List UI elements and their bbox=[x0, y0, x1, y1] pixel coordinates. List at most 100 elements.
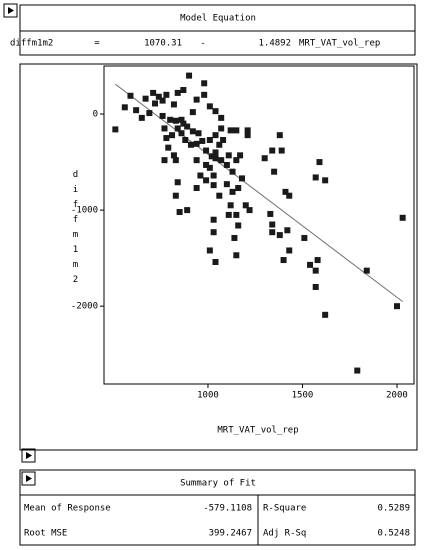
point bbox=[189, 109, 196, 116]
point bbox=[138, 114, 145, 121]
point bbox=[150, 89, 157, 96]
point bbox=[218, 125, 225, 132]
point bbox=[210, 182, 217, 189]
point bbox=[229, 188, 236, 195]
disclosure-toggle[interactable] bbox=[3, 3, 18, 18]
point bbox=[223, 181, 230, 188]
point bbox=[218, 157, 225, 164]
point bbox=[282, 188, 289, 195]
point bbox=[127, 92, 134, 99]
point bbox=[174, 89, 181, 96]
plot-frame bbox=[19, 63, 418, 451]
point bbox=[316, 159, 323, 166]
point bbox=[225, 211, 232, 218]
point bbox=[212, 258, 219, 265]
point bbox=[233, 252, 240, 259]
point bbox=[159, 112, 166, 119]
disclosure-toggle[interactable] bbox=[21, 471, 36, 486]
point bbox=[322, 177, 329, 184]
point bbox=[210, 229, 217, 236]
point bbox=[195, 130, 202, 137]
point bbox=[301, 234, 308, 241]
point bbox=[159, 97, 166, 104]
point bbox=[133, 107, 140, 114]
point bbox=[206, 103, 213, 110]
point bbox=[169, 132, 176, 139]
point bbox=[193, 157, 200, 164]
point bbox=[322, 311, 329, 318]
point bbox=[203, 161, 210, 168]
stat-value: -579.1108 bbox=[203, 504, 252, 514]
point bbox=[212, 149, 219, 156]
equation-equals: = bbox=[94, 39, 100, 49]
point bbox=[172, 192, 179, 199]
point bbox=[165, 144, 172, 151]
x-axis-label: MRT_VAT_vol_rep bbox=[217, 426, 298, 436]
equation-slope: 1.4892 bbox=[258, 39, 291, 49]
toggle-arrow[interactable] bbox=[26, 475, 32, 482]
point bbox=[155, 93, 162, 100]
point bbox=[269, 221, 276, 228]
point bbox=[112, 126, 119, 133]
point bbox=[393, 303, 400, 310]
point bbox=[189, 128, 196, 135]
point bbox=[271, 168, 278, 175]
point bbox=[197, 172, 204, 179]
stat-name: Mean of Response bbox=[24, 504, 111, 514]
point bbox=[312, 174, 319, 181]
point bbox=[161, 157, 168, 164]
point bbox=[220, 136, 227, 143]
equation-intercept: 1070.31 bbox=[144, 39, 182, 49]
x-tick-label: 1500 bbox=[292, 391, 314, 401]
point bbox=[233, 127, 240, 134]
point bbox=[201, 91, 208, 98]
plot-area bbox=[103, 65, 415, 385]
point bbox=[280, 257, 287, 264]
toggle-box[interactable] bbox=[3, 3, 18, 18]
point bbox=[314, 257, 321, 264]
disclosure-toggle[interactable] bbox=[21, 448, 36, 463]
point bbox=[286, 192, 293, 199]
stat-name: Root MSE bbox=[24, 529, 67, 539]
point bbox=[182, 136, 189, 143]
toggle-box[interactable] bbox=[21, 471, 36, 486]
toggle-arrow[interactable] bbox=[8, 7, 14, 14]
point bbox=[172, 117, 179, 124]
point bbox=[267, 210, 274, 217]
point bbox=[233, 157, 240, 164]
point bbox=[193, 185, 200, 192]
y-tick-label: 0 bbox=[93, 110, 98, 120]
point bbox=[167, 116, 174, 123]
point bbox=[229, 168, 236, 175]
point bbox=[170, 152, 177, 159]
point bbox=[212, 132, 219, 139]
point bbox=[193, 140, 200, 147]
point bbox=[312, 267, 319, 274]
stat-name: R-Square bbox=[263, 504, 306, 514]
point bbox=[278, 147, 285, 154]
point bbox=[363, 267, 370, 274]
point bbox=[186, 72, 193, 79]
toggle-box[interactable] bbox=[21, 448, 36, 463]
point bbox=[269, 229, 276, 236]
point bbox=[180, 87, 187, 94]
point bbox=[121, 104, 128, 111]
point bbox=[235, 185, 242, 192]
point bbox=[170, 101, 177, 108]
point bbox=[223, 161, 230, 168]
toggle-arrow[interactable] bbox=[26, 452, 32, 459]
point bbox=[206, 164, 213, 171]
point bbox=[163, 135, 170, 142]
point bbox=[276, 232, 283, 239]
point bbox=[312, 283, 319, 290]
point bbox=[269, 147, 276, 154]
point bbox=[242, 202, 249, 209]
fit-line bbox=[115, 83, 403, 303]
point bbox=[199, 137, 206, 144]
point bbox=[178, 130, 185, 137]
summary-panel bbox=[19, 469, 416, 546]
point bbox=[212, 155, 219, 162]
point bbox=[284, 227, 291, 234]
